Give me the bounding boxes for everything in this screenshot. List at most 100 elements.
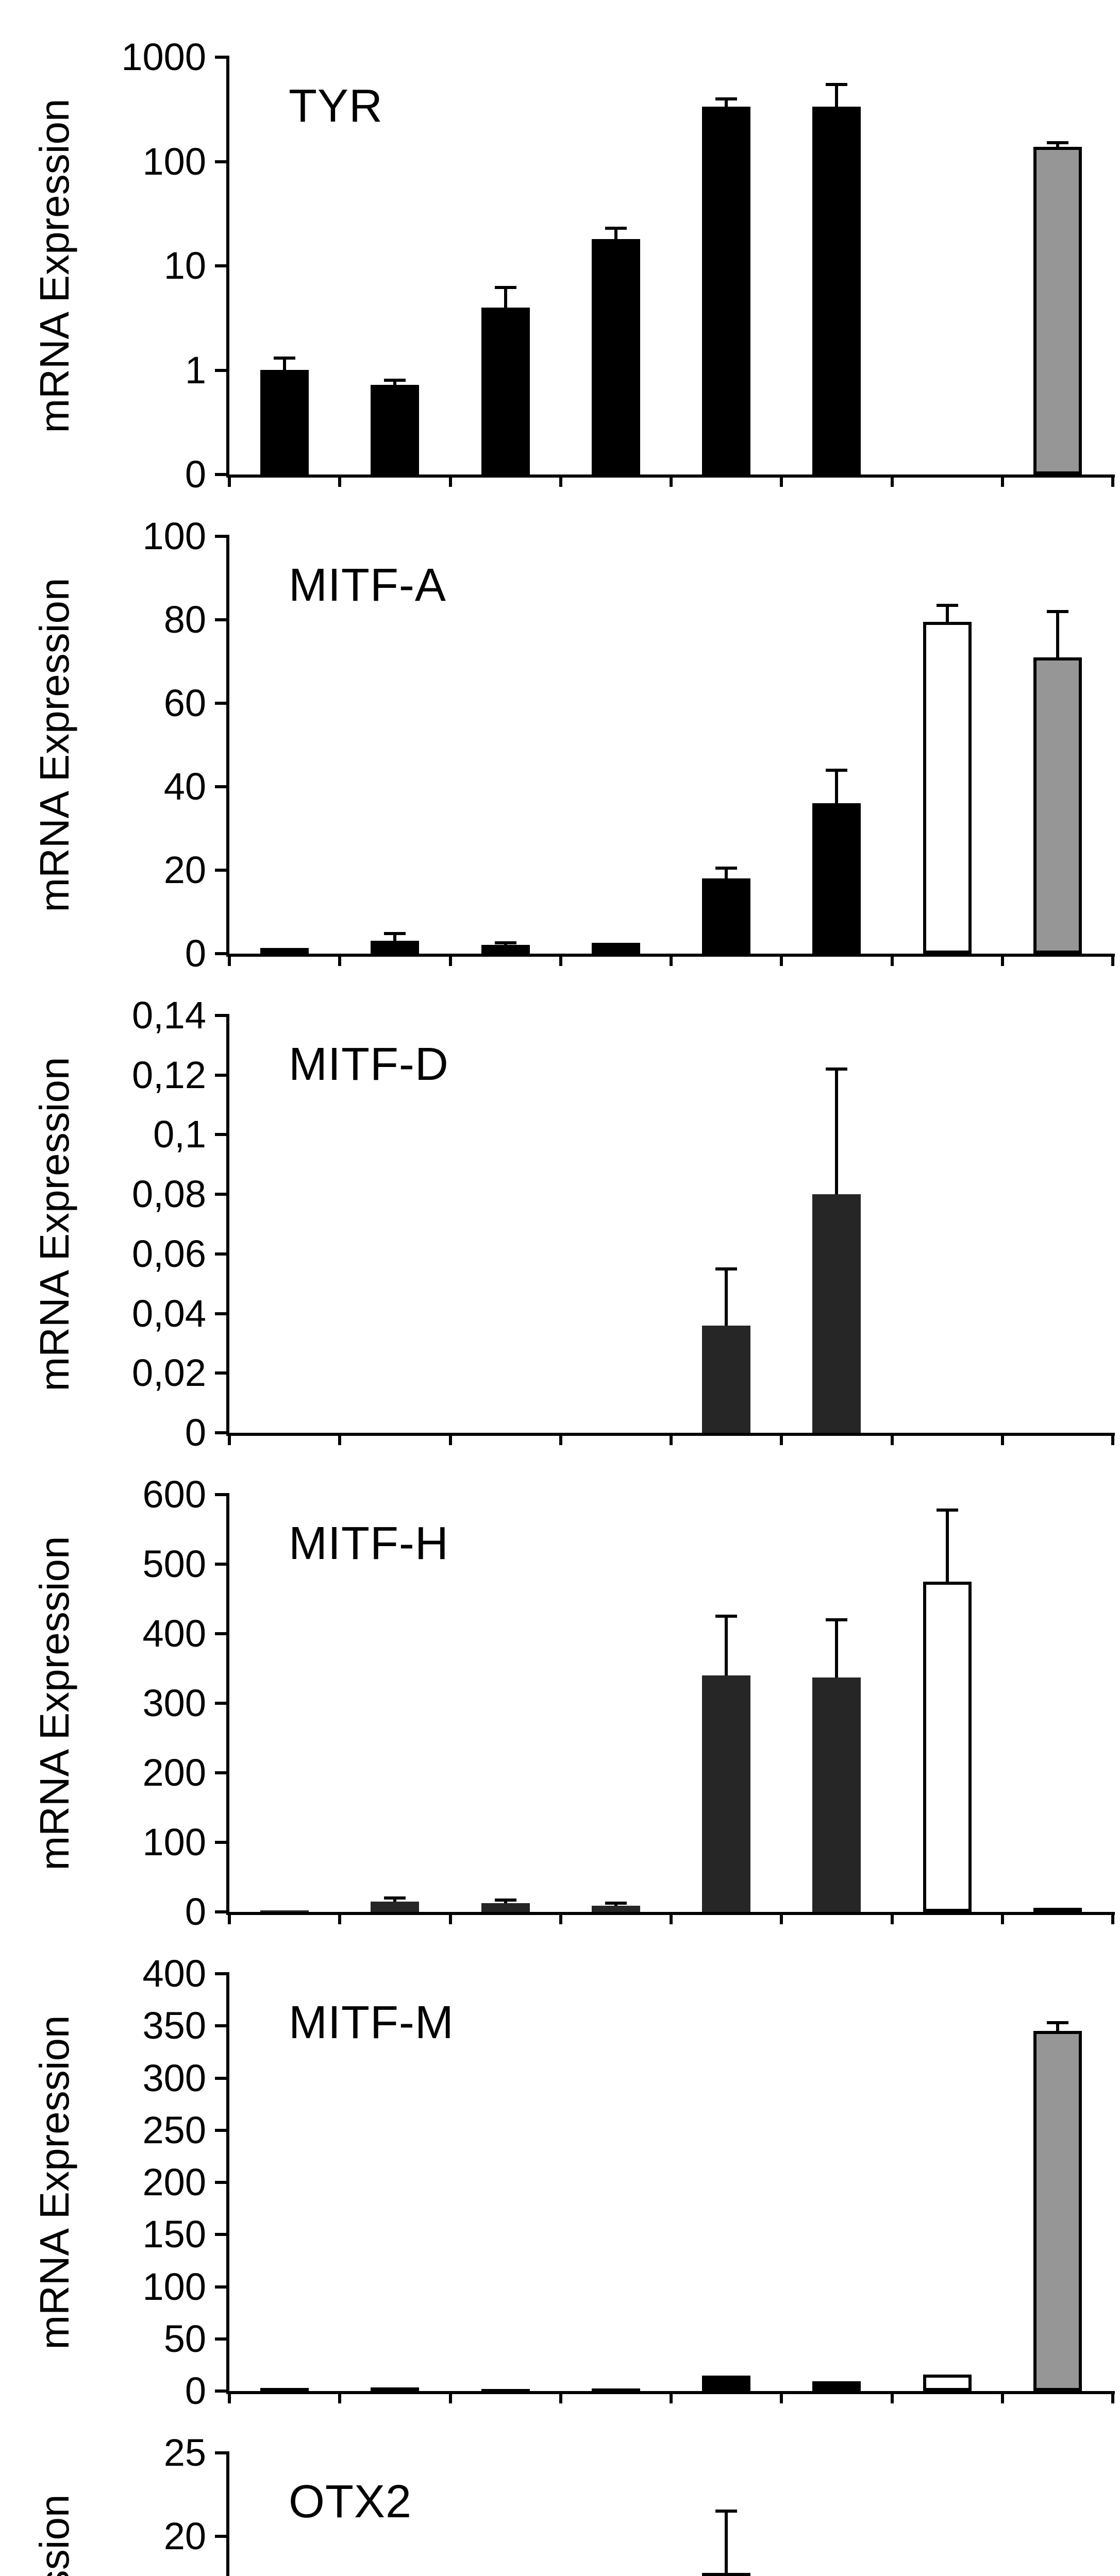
y-axis-line (226, 56, 229, 478)
bar-mitf-m-arpe-19-96h (592, 2388, 640, 2391)
y-tick (215, 1371, 229, 1375)
y-axis-line (226, 2451, 229, 2576)
y-tick (215, 2285, 229, 2289)
y-tick (215, 1632, 229, 1635)
error-bar-cap (495, 286, 516, 289)
y-axis-line (226, 1493, 229, 1915)
y-tick (215, 56, 229, 59)
x-tick (1111, 1436, 1114, 1445)
error-bar-line (393, 934, 396, 941)
x-axis-line (226, 1433, 1115, 1436)
error-bar-cap (715, 97, 737, 100)
error-bar-cap (826, 1067, 847, 1071)
y-tick (215, 264, 229, 267)
y-tick-label: 500 (142, 1543, 206, 1585)
x-tick (338, 2394, 341, 2403)
y-tick-label: 10 (163, 244, 206, 287)
x-tick (780, 957, 783, 966)
y-tick-label: 60 (163, 682, 206, 724)
bar-mitf-a-arpe-19-6h (260, 948, 309, 954)
error-bar-line (725, 2511, 728, 2573)
x-tick (228, 1915, 231, 1924)
x-tick (228, 2394, 231, 2403)
y-tick-label: 0 (185, 932, 206, 975)
error-bar-line (283, 358, 286, 370)
bar-mitf-a-d407-96h (923, 622, 972, 954)
y-tick (215, 1014, 229, 1017)
bar-mitf-a-arpe-19-30d (812, 803, 861, 954)
bar-mitf-a-arpe-19-48h (481, 945, 530, 954)
error-bar-line (946, 605, 949, 622)
y-tick-label: 0,04 (131, 1292, 206, 1335)
x-tick (891, 1915, 894, 1924)
bar-mitf-d-arpe-19-14d (702, 1326, 750, 1433)
y-tick (215, 1702, 229, 1705)
y-tick-label: 1 (185, 349, 206, 392)
error-bar-cap (605, 1902, 627, 1905)
x-tick (228, 1436, 231, 1445)
y-tick-label: 80 (163, 598, 206, 641)
x-tick (670, 478, 673, 487)
x-tick (228, 478, 231, 487)
y-tick-label: 600 (142, 1473, 206, 1516)
chart-mitf-m: mRNA Expression 0 50 100 150 200 250 300 350 400 M… (0, 1927, 1120, 2443)
y-tick (215, 2181, 229, 2184)
error-bar-cap (1047, 610, 1068, 613)
error-bar-cap (384, 1896, 406, 1900)
error-bar-line (614, 228, 617, 239)
y-tick-label: 350 (142, 2004, 206, 2047)
y-axis-line (226, 535, 229, 957)
error-bar-cap (495, 1899, 516, 1902)
error-bar-line (835, 1620, 838, 1677)
error-bar-cap (715, 2510, 737, 2513)
x-tick (1001, 478, 1004, 487)
y-tick-label: 0 (185, 1890, 206, 1933)
chart-otx2: mRNA Expression0510152025OTX2 (0, 2406, 1120, 2576)
y-tick (215, 2024, 229, 2027)
x-tick (1001, 2394, 1004, 2403)
x-tick (449, 2394, 452, 2403)
x-tick (891, 478, 894, 487)
bar-mitf-h-d407-96h (923, 1582, 972, 1912)
bar-mitf-a-arpe-19-14d (702, 878, 750, 954)
bar-mitf-h-arpe-19-96h (592, 1906, 640, 1912)
y-tick (215, 1771, 229, 1774)
error-bar-line (835, 1069, 838, 1194)
y-tick (215, 2451, 229, 2454)
x-tick (1001, 957, 1004, 966)
bar-mitf-h-arpe-19-14d (702, 1675, 750, 1912)
x-tick (670, 2394, 673, 2403)
bar-tyr-arpe-19-30d (812, 107, 861, 474)
error-bar-cap (605, 227, 627, 230)
bar-mitf-m-d407-96h (923, 2375, 972, 2391)
y-tick-label: 0 (185, 453, 206, 496)
bar-tyr-arpe-19-48h (481, 308, 530, 474)
x-tick (780, 478, 783, 487)
y-tick (215, 2233, 229, 2236)
y-tick (215, 473, 229, 476)
y-tick (215, 1193, 229, 1196)
y-tick-label: 300 (142, 1682, 206, 1724)
y-tick (215, 2389, 229, 2393)
x-tick (780, 1436, 783, 1445)
y-tick (215, 1841, 229, 1844)
y-tick (215, 2129, 229, 2132)
x-tick (891, 1436, 894, 1445)
x-tick (559, 1436, 562, 1445)
chart-title: TYR (289, 80, 383, 132)
x-tick (1001, 1436, 1004, 1445)
x-tick (559, 957, 562, 966)
x-tick (338, 478, 341, 487)
bar-mitf-m-arpe-19-48h (481, 2389, 530, 2391)
chart-mitf-a: mRNA Expression 0 20 40 60 80 100 MITF-A (0, 490, 1120, 1005)
error-bar-cap (384, 932, 406, 935)
y-tick-label: 1000 (121, 36, 206, 78)
x-tick (449, 478, 452, 487)
y-tick (215, 160, 229, 163)
x-tick (780, 2394, 783, 2403)
x-tick (449, 1915, 452, 1924)
y-tick (215, 1074, 229, 1077)
y-tick (215, 1431, 229, 1434)
error-bar-line (504, 1900, 507, 1903)
